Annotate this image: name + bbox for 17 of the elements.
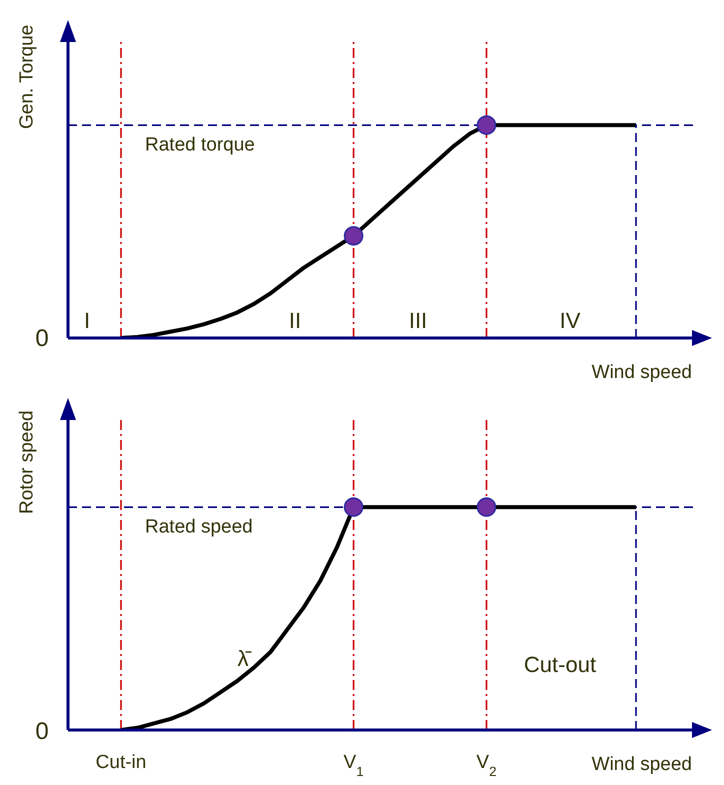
- annotation: II: [288, 308, 302, 332]
- ref-line-label: Rated speed: [145, 516, 253, 538]
- y-axis-title: Rotor speed: [16, 410, 38, 514]
- annotation: III: [408, 308, 428, 332]
- text: I: [84, 308, 90, 332]
- text: 0: [35, 324, 49, 352]
- x-axis-title: Wind speed: [592, 754, 692, 775]
- x-tick-label: Cut-in: [96, 752, 146, 773]
- annotation: Cut-out: [524, 652, 596, 676]
- x-tick-label: V$_{1}$: [344, 752, 364, 778]
- annotation: IV: [560, 308, 581, 332]
- annotation: λ̄: [238, 646, 252, 670]
- x-tick-label: V$_{2}$: [476, 752, 497, 778]
- y-axis-title: Gen. Torque: [16, 24, 38, 129]
- x-axis-title: Wind speed: [592, 362, 692, 383]
- ref-line-label: Rated torque: [145, 134, 255, 156]
- text: 0: [35, 718, 49, 744]
